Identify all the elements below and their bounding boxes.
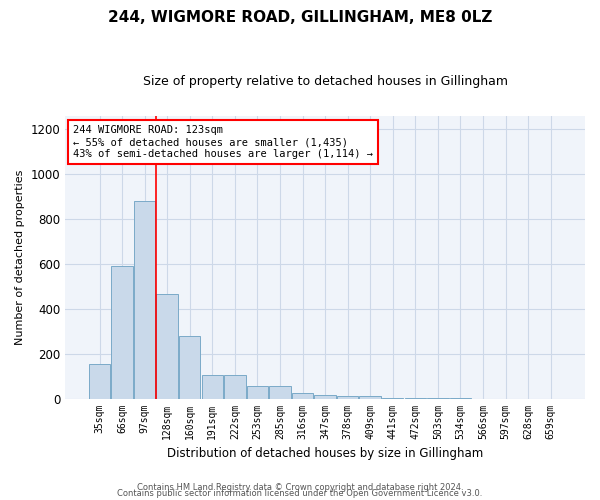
Bar xyxy=(314,394,336,398)
Bar xyxy=(89,364,110,398)
Bar xyxy=(134,201,155,398)
Bar xyxy=(247,386,268,398)
Title: Size of property relative to detached houses in Gillingham: Size of property relative to detached ho… xyxy=(143,75,508,88)
Bar xyxy=(224,375,245,398)
Text: Contains HM Land Registry data © Crown copyright and database right 2024.: Contains HM Land Registry data © Crown c… xyxy=(137,484,463,492)
Text: 244 WIGMORE ROAD: 123sqm
← 55% of detached houses are smaller (1,435)
43% of sem: 244 WIGMORE ROAD: 123sqm ← 55% of detach… xyxy=(73,126,373,158)
Y-axis label: Number of detached properties: Number of detached properties xyxy=(15,170,25,344)
Text: 244, WIGMORE ROAD, GILLINGHAM, ME8 0LZ: 244, WIGMORE ROAD, GILLINGHAM, ME8 0LZ xyxy=(108,10,492,25)
Bar xyxy=(202,375,223,398)
Bar xyxy=(292,393,313,398)
Bar xyxy=(179,336,200,398)
Bar xyxy=(337,396,358,398)
Bar xyxy=(269,386,290,398)
X-axis label: Distribution of detached houses by size in Gillingham: Distribution of detached houses by size … xyxy=(167,447,483,460)
Text: Contains public sector information licensed under the Open Government Licence v3: Contains public sector information licen… xyxy=(118,490,482,498)
Bar xyxy=(359,396,381,398)
Bar xyxy=(112,266,133,398)
Bar xyxy=(157,294,178,399)
